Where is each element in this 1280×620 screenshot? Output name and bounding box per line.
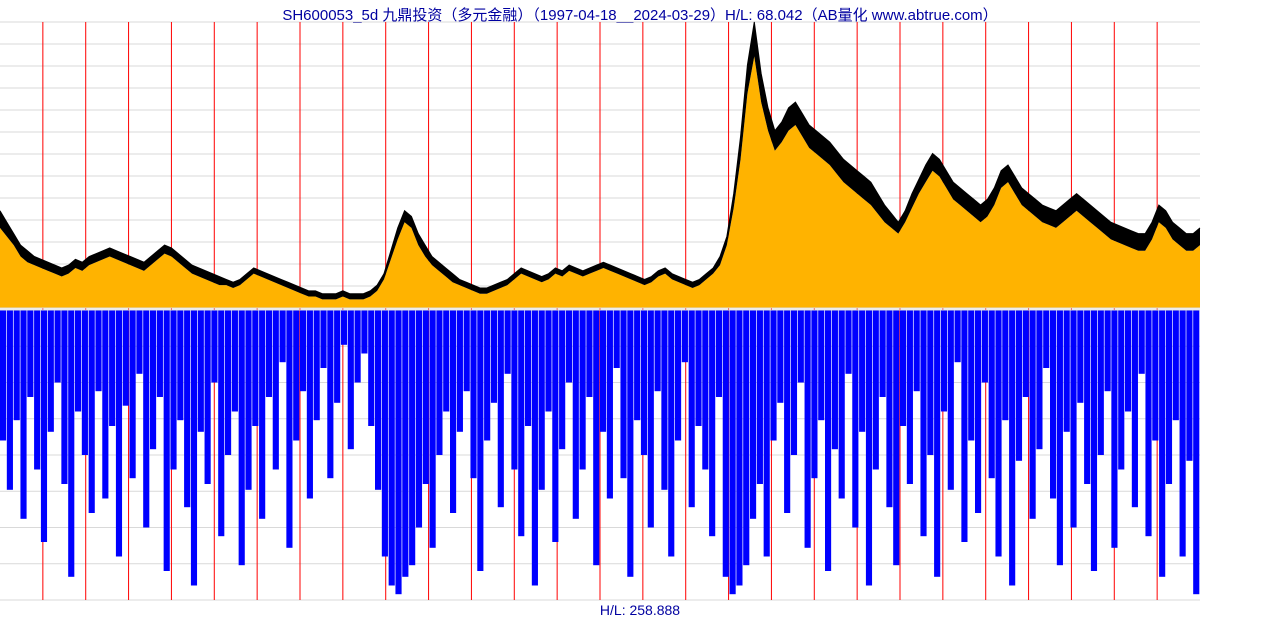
chart-container — [0, 0, 1280, 620]
stock-chart-svg — [0, 0, 1280, 620]
volume-hl-label: H/L: 258.888 — [0, 602, 1280, 618]
